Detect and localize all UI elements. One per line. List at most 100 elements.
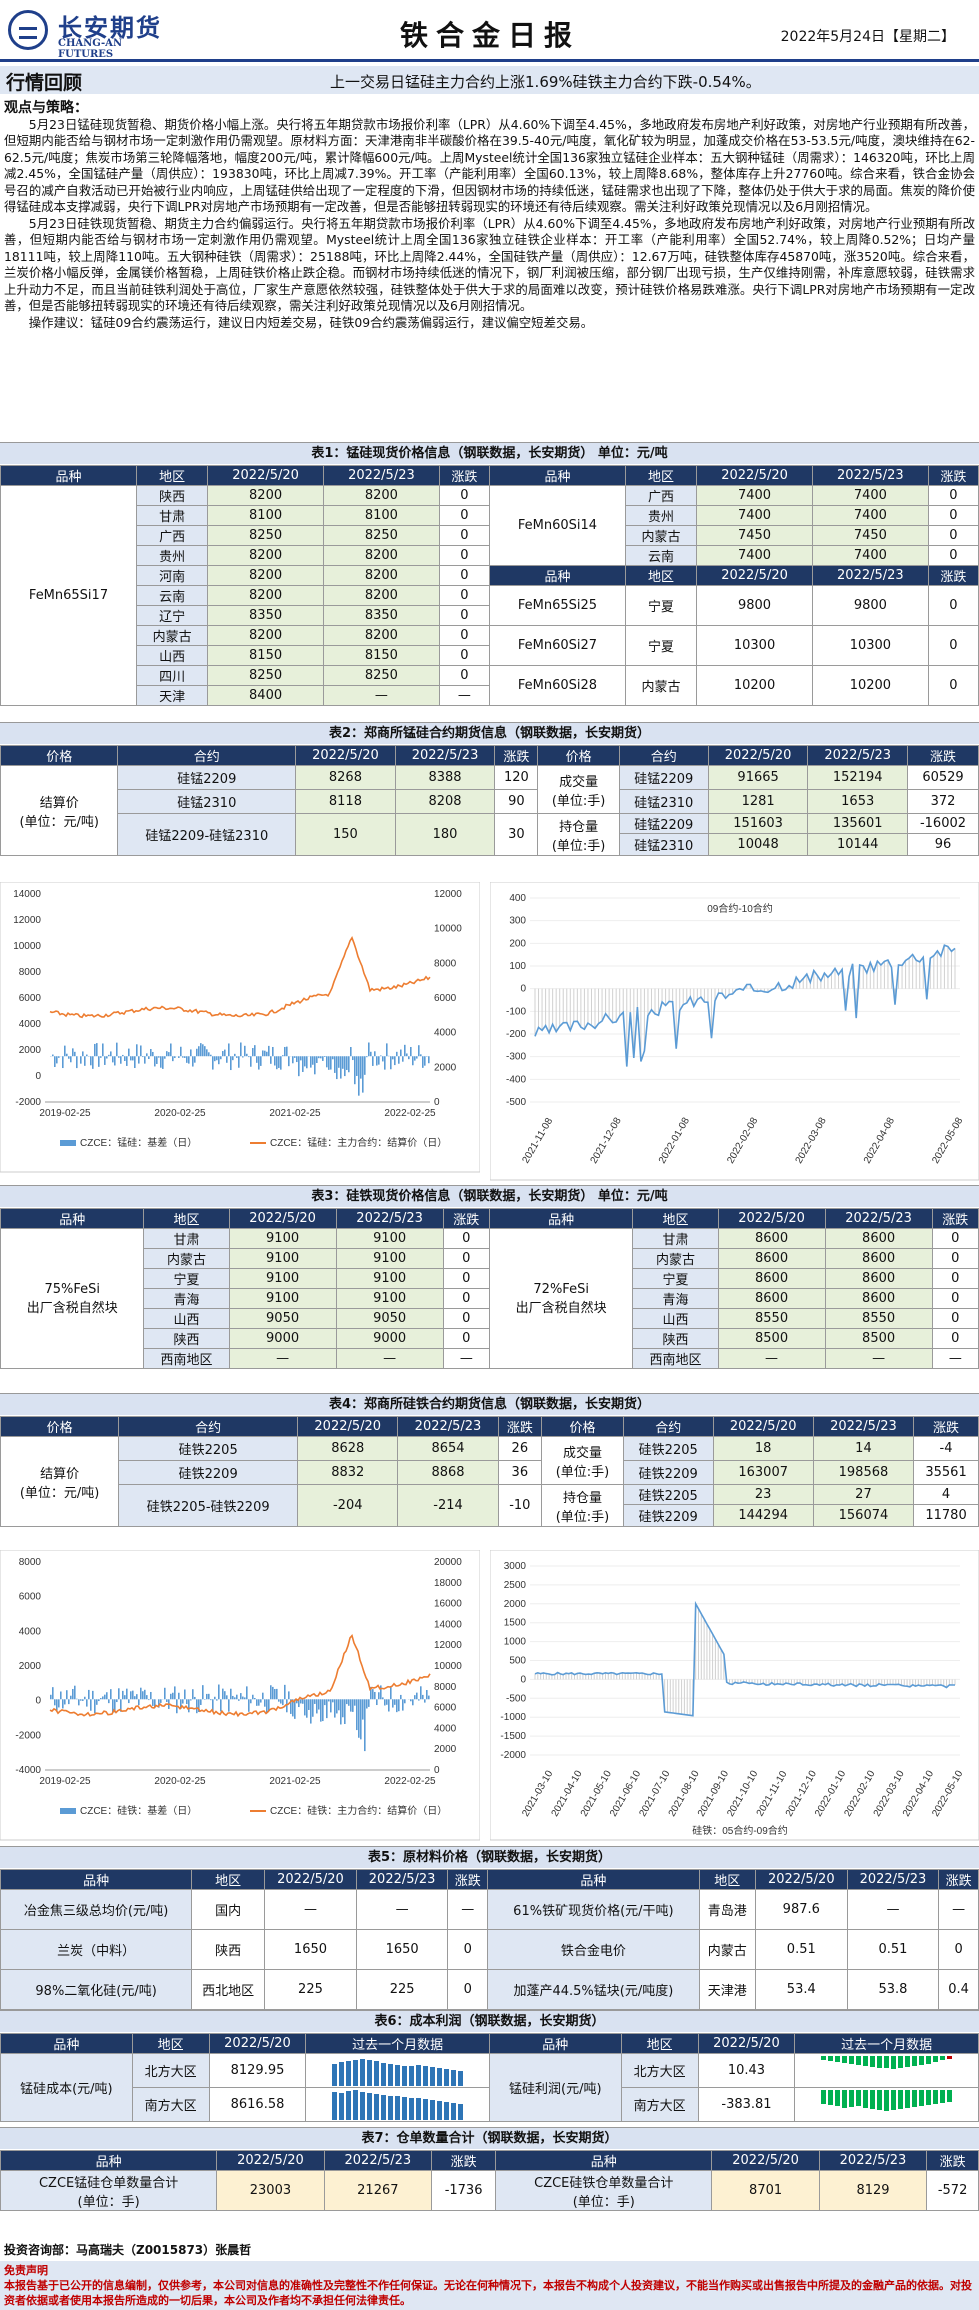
product-name: 兰炭（中料） (1, 1930, 192, 1970)
column-header: 2022/5/20 (298, 1417, 398, 1437)
table-cell: 8600 (718, 1289, 825, 1309)
basis-bar (356, 1699, 358, 1730)
table-cell: 8600 (825, 1269, 932, 1289)
table-cell: 8628 (298, 1437, 398, 1461)
column-header: 涨跌 (928, 466, 978, 486)
y-tick-label: -500 (506, 1693, 526, 1704)
column-header: 涨跌 (432, 2151, 496, 2171)
basis-bar (356, 1056, 358, 1076)
basis-bar (346, 1056, 348, 1070)
basis-bar (338, 1699, 340, 1710)
column-header: 2022/5/20 (265, 1870, 357, 1890)
basis-bar (186, 1699, 188, 1704)
column-header: 2022/5/20 (712, 2151, 819, 2171)
y2-tick-label: 16000 (434, 1599, 462, 1610)
table-cell: 西南地区 (633, 1349, 718, 1369)
basis-bar (314, 1699, 316, 1704)
basis-bar (224, 1691, 226, 1699)
table-cell: 8616.58 (209, 2088, 306, 2122)
basis-bar (126, 1056, 128, 1066)
basis-bar (180, 1047, 182, 1056)
basis-bar (58, 1056, 60, 1058)
y-tick-label: 10000 (13, 941, 41, 952)
basis-bar (308, 1699, 310, 1710)
table-cell: 青岛港 (699, 1890, 755, 1930)
table-cell: 贵州 (625, 506, 696, 526)
basis-bar (202, 1685, 204, 1699)
basis-bar (76, 1699, 78, 1700)
basis-bar (342, 1699, 344, 1717)
basis-bar (326, 1699, 328, 1718)
basis-bar (402, 1056, 404, 1061)
table-cell: 198568 (813, 1461, 913, 1485)
x-tick-label: 2019-02-25 (39, 1108, 91, 1119)
table-cell: 1650 (356, 1930, 448, 1970)
basis-bar (76, 1056, 78, 1068)
column-header: 品种 (489, 2034, 621, 2054)
basis-bar (174, 1056, 176, 1058)
basis-bar (418, 1045, 420, 1056)
column-header: 地区 (625, 566, 696, 586)
sparkline-bar (381, 2095, 386, 2120)
basis-bar (258, 1056, 260, 1069)
sparkline-bar (451, 2103, 456, 2120)
column-header: 价格 (1, 746, 118, 766)
table-cell: 8500 (718, 1329, 825, 1349)
product-name: CZCE硅铁仓单数量合计 (单位：手) (496, 2171, 712, 2211)
basis-bar (92, 1056, 94, 1069)
y-tick-label: 2500 (504, 1580, 527, 1591)
basis-bar (132, 1056, 134, 1060)
basis-bar (324, 1699, 326, 1705)
basis-bar (342, 1056, 344, 1069)
basis-bar (404, 1699, 406, 1703)
views-paragraph-advice: 操作建议：锰硅09合约震荡运行，建议日内短差交易，硅铁09合约震荡偏弱运行，建议… (4, 315, 975, 332)
basis-bar (124, 1056, 126, 1061)
basis-bar (74, 1686, 76, 1700)
basis-bar (280, 1056, 282, 1069)
sparkline-bar (926, 2056, 931, 2064)
basis-bar (170, 1694, 172, 1699)
views-section: 观点与策略： 5月23日锰硅现货暂稳、期货价格小幅上涨。央行将五年期贷款市场报价… (4, 100, 975, 331)
column-header: 2022/5/23 (813, 1417, 913, 1437)
column-header: 地区 (621, 2034, 698, 2054)
table-cell: 10144 (808, 834, 908, 856)
sparkline-bar (353, 2090, 358, 2120)
sparkline-bar (451, 2070, 456, 2086)
basis-bar (216, 1056, 218, 1060)
logo-en: CHANG-AN FUTURES (58, 38, 178, 60)
table-cell: — (324, 686, 440, 706)
y2-tick-label: 6000 (434, 993, 457, 1004)
column-header: 涨跌 (443, 1209, 489, 1229)
basis-bar (270, 1056, 272, 1064)
footer: 投资咨询部：马高瑞夫（Z0015873）张晨哲 免责声明 本报告基于已公开的信息… (0, 2238, 979, 2310)
basis-bar (346, 1699, 348, 1704)
y-tick-label: 14000 (13, 889, 41, 900)
product-name: FeMn65Si25 (489, 586, 625, 626)
table-cell: 8100 (208, 506, 324, 526)
basis-bar (172, 1693, 174, 1700)
sparkline-bar (402, 2097, 407, 2120)
views-paragraph-fesi: 5月23日硅铁现货暂稳、期货主力合约偏弱运行。央行将五年期贷款市场报价利率（LP… (4, 216, 975, 315)
basis-bar (108, 1055, 110, 1056)
basis-bar (372, 1689, 374, 1699)
basis-bar (102, 1043, 104, 1056)
table-cell: 8200 (324, 586, 440, 606)
table-cell: 8118 (296, 790, 396, 814)
table-cell: 1650 (265, 1930, 357, 1970)
basis-bar (380, 1055, 382, 1056)
basis-bar (318, 1056, 320, 1058)
basis-bar (302, 1699, 304, 1703)
basis-bar (52, 1055, 54, 1057)
basis-bar (216, 1699, 218, 1700)
table-cell: 硅铁2209 (623, 1505, 713, 1527)
basis-bar (230, 1056, 232, 1070)
column-header: 2022/5/20 (718, 1209, 825, 1229)
product-name: 61%铁矿现货价格(元/干吨) (488, 1890, 700, 1930)
table-cell: 云南 (625, 546, 696, 566)
table-cell: 陕西 (144, 1329, 229, 1349)
basis-bar (82, 1051, 84, 1056)
